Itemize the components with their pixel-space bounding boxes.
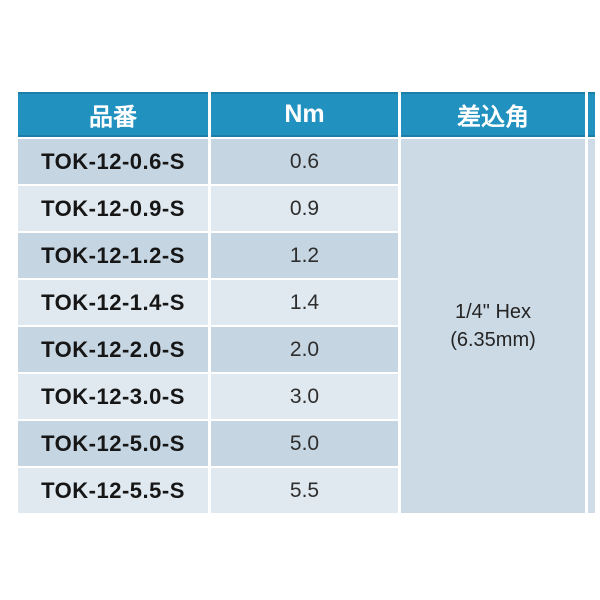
nm-value: 5.0 [289,431,320,455]
table-row-part: TOK-12-0.6-S [18,139,208,184]
part-number: TOK-12-3.0-S [41,383,185,409]
table-row-part: TOK-12-2.0-S [18,327,208,372]
nm-value: 0.9 [289,196,320,220]
part-number: TOK-12-1.4-S [41,289,185,315]
nm-value: 2.0 [289,337,320,361]
table-row-nm: 1.2 [211,233,398,278]
part-number: TOK-12-2.0-S [41,336,185,362]
header-cropped-column [588,92,595,137]
nm-value: 1.2 [289,243,320,267]
part-number: TOK-12-0.6-S [41,148,185,174]
table-row-part: TOK-12-0.9-S [18,186,208,231]
drive-size-line2: (6.35mm) [450,329,536,351]
drive-size-line1: 1/4" Hex [454,301,532,323]
nm-value: 0.6 [289,149,320,173]
drive-size-cell: 1/4" Hex (6.35mm) [401,139,585,513]
table-row-part: TOK-12-5.0-S [18,421,208,466]
header-drive-angle: 差込角 [401,92,585,137]
part-number: TOK-12-5.0-S [41,430,185,456]
header-part-number: 品番 [18,92,208,137]
part-number: TOK-12-0.9-S [41,195,185,221]
table-row-part: TOK-12-5.5-S [18,468,208,513]
spec-table: 品番 Nm 差込角 TOK-12-0.6-S 0.6 TOK-12-0.9-S … [18,92,595,513]
header-part-number-label: 品番 [89,104,137,131]
nm-value: 1.4 [289,290,320,314]
table-row-nm: 3.0 [211,374,398,419]
table-row-nm: 5.0 [211,421,398,466]
part-number: TOK-12-5.5-S [41,477,185,503]
table-row-nm: 0.9 [211,186,398,231]
nm-value: 3.0 [289,384,320,408]
cropped-column-body [588,139,595,513]
table-row-nm: 2.0 [211,327,398,372]
table-row-nm: 5.5 [211,468,398,513]
table-row-part: TOK-12-1.2-S [18,233,208,278]
table-row-nm: 0.6 [211,139,398,184]
header-drive-angle-label: 差込角 [457,104,529,131]
table-row-nm: 1.4 [211,280,398,325]
table-row-part: TOK-12-1.4-S [18,280,208,325]
part-number: TOK-12-1.2-S [41,242,185,268]
nm-value: 5.5 [289,478,320,502]
table-row-part: TOK-12-3.0-S [18,374,208,419]
header-torque-nm-label: Nm [284,100,325,128]
header-torque-nm: Nm [211,92,398,137]
